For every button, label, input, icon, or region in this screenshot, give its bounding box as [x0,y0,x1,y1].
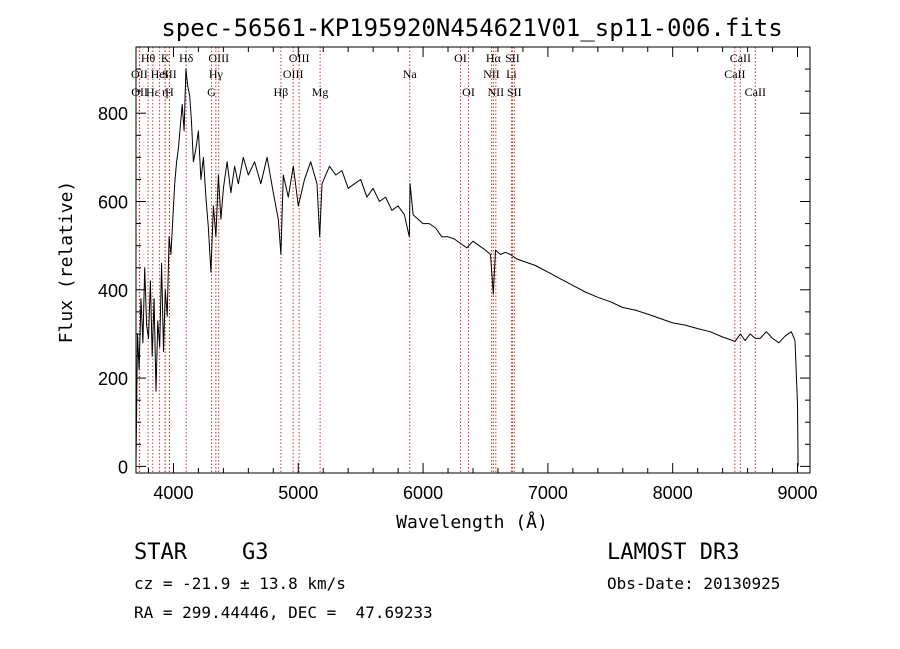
x-axis-label: Wavelength (Å) [396,511,548,533]
line-label: NII [488,85,505,99]
x-tick-label: 4000 [153,483,193,503]
line-label: OII [131,85,148,99]
line-label: Hθ [141,51,156,65]
line-label: CaII [724,67,745,81]
x-tick-label: 5000 [278,483,318,503]
line-label: Li [506,67,517,81]
line-label: HeI [151,67,169,81]
sky-coordinates: RA = 299.44446, DEC = 47.69233 [134,603,433,622]
line-label: CaII [745,85,766,99]
redshift-velocity: cz = -21.9 ± 13.8 km/s [134,574,346,593]
line-label: Na [403,67,418,81]
chart-title: spec-56561-KP195920N454621V01_sp11-006.f… [161,14,782,42]
line-label: OII [131,67,148,81]
line-label: OIII [283,67,304,81]
line-label: SII [162,67,177,81]
line-label: Hβ [274,85,289,99]
line-label: Mg [312,85,329,99]
line-label: OIII [208,51,229,65]
y-axis-label: Flux (relative) [56,181,77,344]
spectral-subclass: G3 [242,540,269,565]
spectrum-line [135,68,799,467]
line-label: η [162,85,168,99]
y-tick-label: 0 [118,457,128,477]
x-tick-label: 7000 [528,483,568,503]
emission-line-markers [138,47,756,473]
emission-line-labels: OII OII Hθ Hε HeI Kη SII H Hδ OIII Hγ G Hβ OIII OIII Mg… [131,51,766,99]
line-label: OI [462,85,475,99]
y-tick-label: 800 [98,104,128,124]
line-label: SII [505,51,520,65]
x-tick-label: 8000 [653,483,693,503]
y-tick-label: 400 [98,281,128,301]
x-tick-label: 6000 [403,483,443,503]
line-label: OI [454,51,467,65]
line-label: Hα [486,51,502,65]
line-label: H [165,85,174,99]
line-label: Hγ [209,67,224,81]
plot-frame [135,46,811,474]
x-tick-label: 9000 [777,483,817,503]
line-label: K [161,51,170,65]
line-label: CaII [730,51,751,65]
y-tick-label: 200 [98,369,128,389]
observation-date: Obs-Date: 20130925 [607,574,781,593]
line-label: SII [507,85,522,99]
spectrum-series [135,68,799,467]
line-label: NII [483,67,500,81]
line-label: Hδ [179,51,194,65]
line-label: OIII [289,51,310,65]
line-label: G [207,85,216,99]
object-type: STAR [134,540,187,565]
axis-ticks: 4000 5000 6000 7000 8000 9000 0 200 400 600 800 [98,46,818,503]
y-tick-label: 600 [98,193,128,213]
survey-name: LAMOST DR3 [607,540,740,565]
line-label: Hε [146,85,160,99]
